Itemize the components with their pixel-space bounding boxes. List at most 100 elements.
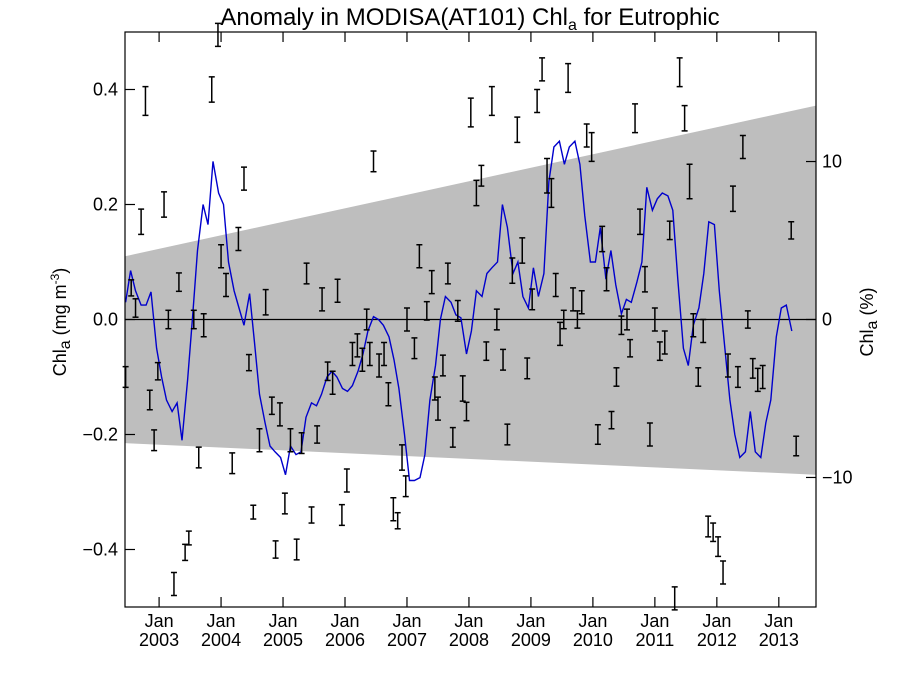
error-bar bbox=[376, 353, 383, 378]
error-bar bbox=[138, 208, 145, 236]
error-bar bbox=[700, 318, 707, 344]
x-tick-label-month: Jan bbox=[207, 611, 236, 631]
x-tick-label-year: 2004 bbox=[201, 630, 241, 650]
error-bar bbox=[529, 288, 536, 311]
error-bar bbox=[308, 506, 315, 524]
x-tick-label-year: 2003 bbox=[139, 630, 179, 650]
error-bar bbox=[370, 150, 377, 173]
error-bar bbox=[428, 269, 435, 295]
error-bar bbox=[298, 432, 305, 455]
error-bar bbox=[636, 208, 643, 236]
error-bar bbox=[175, 272, 182, 293]
error-bar bbox=[195, 446, 202, 469]
error-bar bbox=[403, 307, 410, 332]
error-bar bbox=[548, 177, 555, 209]
error-bar bbox=[759, 364, 766, 390]
error-bar bbox=[190, 309, 197, 330]
error-bar bbox=[473, 179, 480, 207]
error-bar bbox=[695, 367, 702, 387]
y-left-tick-label: 0.2 bbox=[93, 195, 118, 215]
y-axis-left-title: Chla (mg m-3) bbox=[48, 268, 74, 377]
error-bar bbox=[524, 357, 531, 380]
error-bar bbox=[724, 353, 731, 378]
error-bar bbox=[710, 522, 717, 543]
plot-area: Jan2003Jan2004Jan2005Jan2006Jan2007Jan20… bbox=[82, 22, 853, 650]
error-bar bbox=[423, 300, 430, 321]
error-bar bbox=[493, 308, 500, 331]
error-bar bbox=[399, 444, 406, 471]
error-bar bbox=[681, 104, 688, 132]
error-bar bbox=[656, 341, 663, 362]
error-bar bbox=[416, 244, 423, 269]
error-bar bbox=[671, 586, 678, 611]
error-bar bbox=[411, 337, 418, 360]
error-bar bbox=[613, 367, 620, 387]
error-bar bbox=[431, 376, 438, 401]
error-bar bbox=[334, 278, 341, 303]
error-bar bbox=[182, 543, 189, 562]
error-bar bbox=[788, 221, 795, 240]
error-bar bbox=[560, 309, 567, 330]
y-left-tick-label: 0.0 bbox=[93, 310, 118, 330]
error-bar bbox=[142, 85, 149, 117]
error-bar bbox=[151, 429, 158, 452]
error-bar bbox=[128, 279, 135, 297]
x-tick-label-month: Jan bbox=[640, 611, 669, 631]
error-bar bbox=[739, 134, 746, 160]
error-bar bbox=[262, 288, 269, 316]
error-bar bbox=[729, 185, 736, 213]
error-bar bbox=[500, 348, 507, 371]
error-bar bbox=[666, 220, 673, 241]
x-tick-label-year: 2009 bbox=[511, 630, 551, 650]
error-bar bbox=[154, 361, 161, 381]
y-axis-left: 0.4 0.2 0.0 −0.2 −0.4 bbox=[82, 80, 135, 560]
error-bar bbox=[454, 299, 461, 322]
error-bar bbox=[338, 503, 345, 527]
trend-band bbox=[125, 105, 816, 475]
error-bar bbox=[329, 370, 336, 395]
error-bar bbox=[314, 425, 321, 444]
error-bar bbox=[359, 347, 366, 372]
error-bar bbox=[594, 423, 601, 446]
error-bar bbox=[343, 468, 350, 493]
error-bar bbox=[214, 22, 221, 48]
error-bar bbox=[705, 515, 712, 538]
error-bar bbox=[459, 375, 466, 402]
error-bar bbox=[170, 571, 177, 597]
error-bar bbox=[478, 164, 485, 187]
x-tick-label-month: Jan bbox=[145, 611, 174, 631]
error-bar bbox=[488, 85, 495, 117]
x-tick-label-year: 2006 bbox=[325, 630, 365, 650]
error-bar bbox=[734, 365, 741, 389]
error-bar bbox=[715, 536, 722, 558]
error-bar bbox=[574, 310, 581, 329]
x-tick-label-year: 2011 bbox=[636, 630, 675, 650]
x-tick-label-year: 2013 bbox=[759, 630, 799, 650]
y-left-tick-label: −0.4 bbox=[82, 540, 118, 560]
error-bar bbox=[534, 88, 541, 114]
error-bar bbox=[250, 504, 257, 520]
error-bar bbox=[641, 265, 648, 293]
error-bar bbox=[240, 166, 247, 191]
x-tick-label-year: 2010 bbox=[573, 630, 613, 650]
error-bar bbox=[646, 422, 653, 447]
x-tick-label-month: Jan bbox=[454, 611, 483, 631]
error-bar bbox=[235, 226, 242, 252]
x-tick-label-month: Jan bbox=[269, 611, 298, 631]
error-bar bbox=[608, 410, 615, 430]
error-bar bbox=[676, 57, 683, 88]
error-bar bbox=[623, 308, 630, 331]
error-bar bbox=[132, 298, 139, 318]
error-bar bbox=[509, 257, 516, 285]
y-left-tick-label: −0.2 bbox=[82, 425, 118, 445]
error-bar bbox=[632, 103, 639, 134]
error-bar bbox=[303, 262, 310, 285]
x-tick-label-month: Jan bbox=[392, 611, 421, 631]
error-bar bbox=[402, 475, 409, 498]
chart-title: Anomaly in MODISA(AT101) Chla for Eutrop… bbox=[220, 4, 719, 34]
error-bar bbox=[661, 330, 668, 355]
error-bar bbox=[256, 428, 263, 453]
x-axis: Jan2003Jan2004Jan2005Jan2006Jan2007Jan20… bbox=[139, 32, 799, 650]
y-axis-right-title: Chla (%) bbox=[857, 288, 881, 357]
error-bar bbox=[276, 402, 283, 427]
